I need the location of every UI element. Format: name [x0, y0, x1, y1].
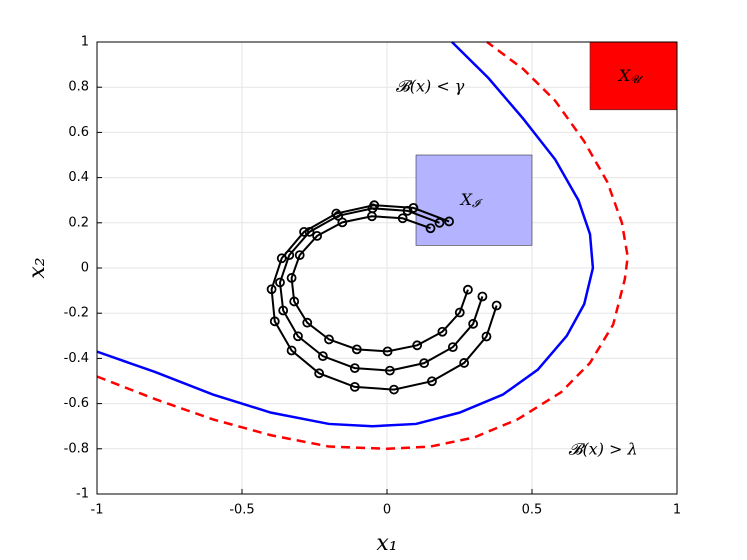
marker: [289, 296, 300, 307]
x-axis-label: x₁: [376, 531, 397, 556]
marker: [276, 253, 287, 264]
curve: [278, 207, 484, 372]
annotation: 𝓑(x) < γ: [396, 77, 465, 96]
region-label-sub: 𝓘: [472, 197, 483, 210]
marker: [286, 273, 297, 283]
marker: [408, 202, 419, 213]
region-label-main: X: [459, 190, 473, 209]
y-tick-label: 0.2: [68, 215, 89, 230]
x-tick-label: -0.5: [229, 503, 254, 518]
marker: [468, 318, 479, 329]
marker: [331, 208, 342, 219]
marker: [397, 213, 408, 224]
y-tick-label: -0.6: [64, 396, 89, 411]
y-tick-label: 0.4: [68, 170, 89, 185]
y-tick-label: -1: [76, 487, 89, 502]
marker: [349, 363, 360, 374]
marker: [419, 358, 430, 369]
marker: [382, 346, 393, 357]
marker: [275, 277, 285, 288]
marker: [294, 250, 305, 261]
marker: [351, 344, 362, 355]
marker: [412, 340, 423, 351]
marker: [454, 307, 465, 318]
y-tick-label: 0.6: [68, 125, 89, 140]
marker: [427, 376, 437, 387]
y-axis-label: x₂: [25, 257, 50, 278]
x-tick-label: 0: [383, 503, 391, 518]
marker: [286, 345, 297, 356]
region-label-main: X: [617, 65, 631, 84]
region: [415, 154, 533, 246]
annotation: 𝓑(x) > λ: [568, 440, 637, 459]
marker: [318, 351, 328, 362]
marker: [266, 284, 277, 295]
x-tick-label: 1: [673, 503, 681, 518]
marker: [278, 305, 289, 316]
marker: [481, 331, 492, 342]
marker: [312, 231, 323, 241]
marker: [491, 300, 502, 311]
marker: [459, 358, 470, 368]
curve: [96, 41, 595, 428]
marker: [384, 365, 395, 376]
x-tick-label: 0.5: [522, 503, 543, 518]
marker: [299, 226, 309, 237]
marker: [293, 331, 303, 342]
marker: [447, 342, 458, 353]
marker: [369, 200, 380, 211]
curve: [290, 215, 469, 353]
marker: [349, 381, 360, 392]
region-label: X𝓤: [617, 65, 643, 86]
marker: [444, 216, 454, 227]
y-tick-label: -0.4: [64, 351, 89, 366]
marker: [463, 284, 473, 295]
marker: [477, 291, 488, 302]
marker: [324, 334, 334, 345]
marker: [269, 316, 280, 327]
y-tick-label: -0.2: [64, 306, 89, 321]
y-tick-label: 0.8: [68, 80, 89, 95]
region-label-sub: 𝓤: [630, 73, 643, 86]
marker: [425, 223, 436, 234]
marker: [389, 384, 399, 395]
marker: [314, 368, 325, 379]
y-tick-label: 0: [81, 261, 89, 276]
marker: [437, 326, 448, 337]
axes-box: [96, 41, 678, 495]
marker: [302, 317, 313, 328]
curve: [270, 204, 498, 391]
region-label: X𝓘: [459, 190, 483, 211]
y-tick-label: -0.8: [64, 441, 89, 456]
y-tick-label: 1: [81, 35, 89, 50]
x-tick-label: -1: [91, 503, 104, 518]
